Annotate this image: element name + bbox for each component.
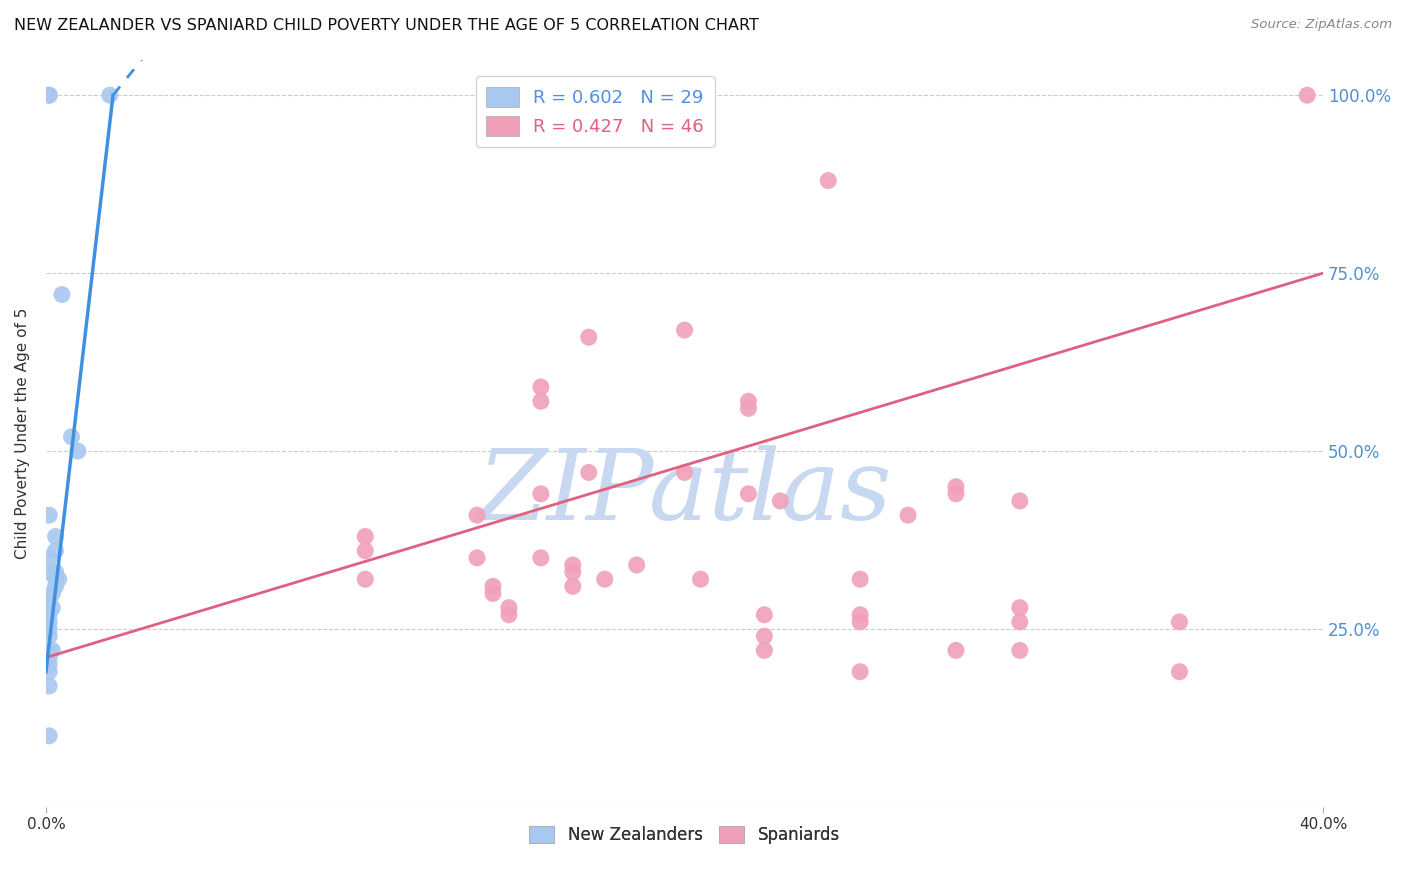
Point <box>41 586 63 600</box>
Text: ZIPatlas: ZIPatlas <box>477 445 891 541</box>
Point <box>38 629 60 643</box>
Point <box>38 679 60 693</box>
Point <box>737 487 759 501</box>
Point <box>41 643 63 657</box>
Point <box>98 88 121 103</box>
Point <box>48 572 70 586</box>
Point <box>1008 615 1031 629</box>
Point <box>561 558 583 572</box>
Point <box>38 615 60 629</box>
Point <box>38 88 60 103</box>
Point <box>673 323 696 337</box>
Point <box>1168 615 1191 629</box>
Point <box>561 579 583 593</box>
Point <box>60 430 83 444</box>
Point <box>38 650 60 665</box>
Point <box>498 607 520 622</box>
Point <box>530 550 553 565</box>
Point <box>754 607 776 622</box>
Legend: New Zealanders, Spaniards: New Zealanders, Spaniards <box>523 820 846 851</box>
Point <box>849 572 872 586</box>
Point <box>754 643 776 657</box>
Point <box>45 543 67 558</box>
Point <box>482 586 505 600</box>
Point <box>945 480 967 494</box>
Point <box>354 543 377 558</box>
Point <box>38 607 60 622</box>
Point <box>465 508 488 523</box>
Point <box>51 287 73 301</box>
Point <box>38 593 60 607</box>
Point <box>530 487 553 501</box>
Point <box>66 444 89 458</box>
Point <box>849 607 872 622</box>
Point <box>38 550 60 565</box>
Point <box>578 466 600 480</box>
Point <box>578 330 600 344</box>
Point <box>38 508 60 523</box>
Point <box>38 88 60 103</box>
Point <box>849 615 872 629</box>
Point <box>530 380 553 394</box>
Point <box>482 579 505 593</box>
Text: NEW ZEALANDER VS SPANIARD CHILD POVERTY UNDER THE AGE OF 5 CORRELATION CHART: NEW ZEALANDER VS SPANIARD CHILD POVERTY … <box>14 18 759 33</box>
Point <box>38 622 60 636</box>
Point <box>465 550 488 565</box>
Point <box>945 487 967 501</box>
Point <box>737 394 759 409</box>
Point <box>530 394 553 409</box>
Point <box>1296 88 1319 103</box>
Point <box>1008 643 1031 657</box>
Point <box>45 579 67 593</box>
Point <box>849 665 872 679</box>
Point <box>45 529 67 543</box>
Point <box>38 665 60 679</box>
Point <box>769 494 792 508</box>
Point <box>354 529 377 543</box>
Point <box>38 643 60 657</box>
Point <box>354 572 377 586</box>
Point <box>498 600 520 615</box>
Point <box>593 572 616 586</box>
Point <box>1168 665 1191 679</box>
Point <box>45 572 67 586</box>
Point <box>1008 494 1031 508</box>
Point <box>38 565 60 579</box>
Point <box>689 572 711 586</box>
Point <box>38 657 60 672</box>
Point <box>673 466 696 480</box>
Point <box>817 173 839 187</box>
Y-axis label: Child Poverty Under the Age of 5: Child Poverty Under the Age of 5 <box>15 308 30 559</box>
Point <box>45 565 67 579</box>
Point <box>897 508 920 523</box>
Point <box>945 643 967 657</box>
Text: Source: ZipAtlas.com: Source: ZipAtlas.com <box>1251 18 1392 31</box>
Point <box>754 629 776 643</box>
Point <box>737 401 759 416</box>
Point <box>626 558 648 572</box>
Point <box>41 600 63 615</box>
Point <box>38 729 60 743</box>
Point <box>561 565 583 579</box>
Point <box>1008 600 1031 615</box>
